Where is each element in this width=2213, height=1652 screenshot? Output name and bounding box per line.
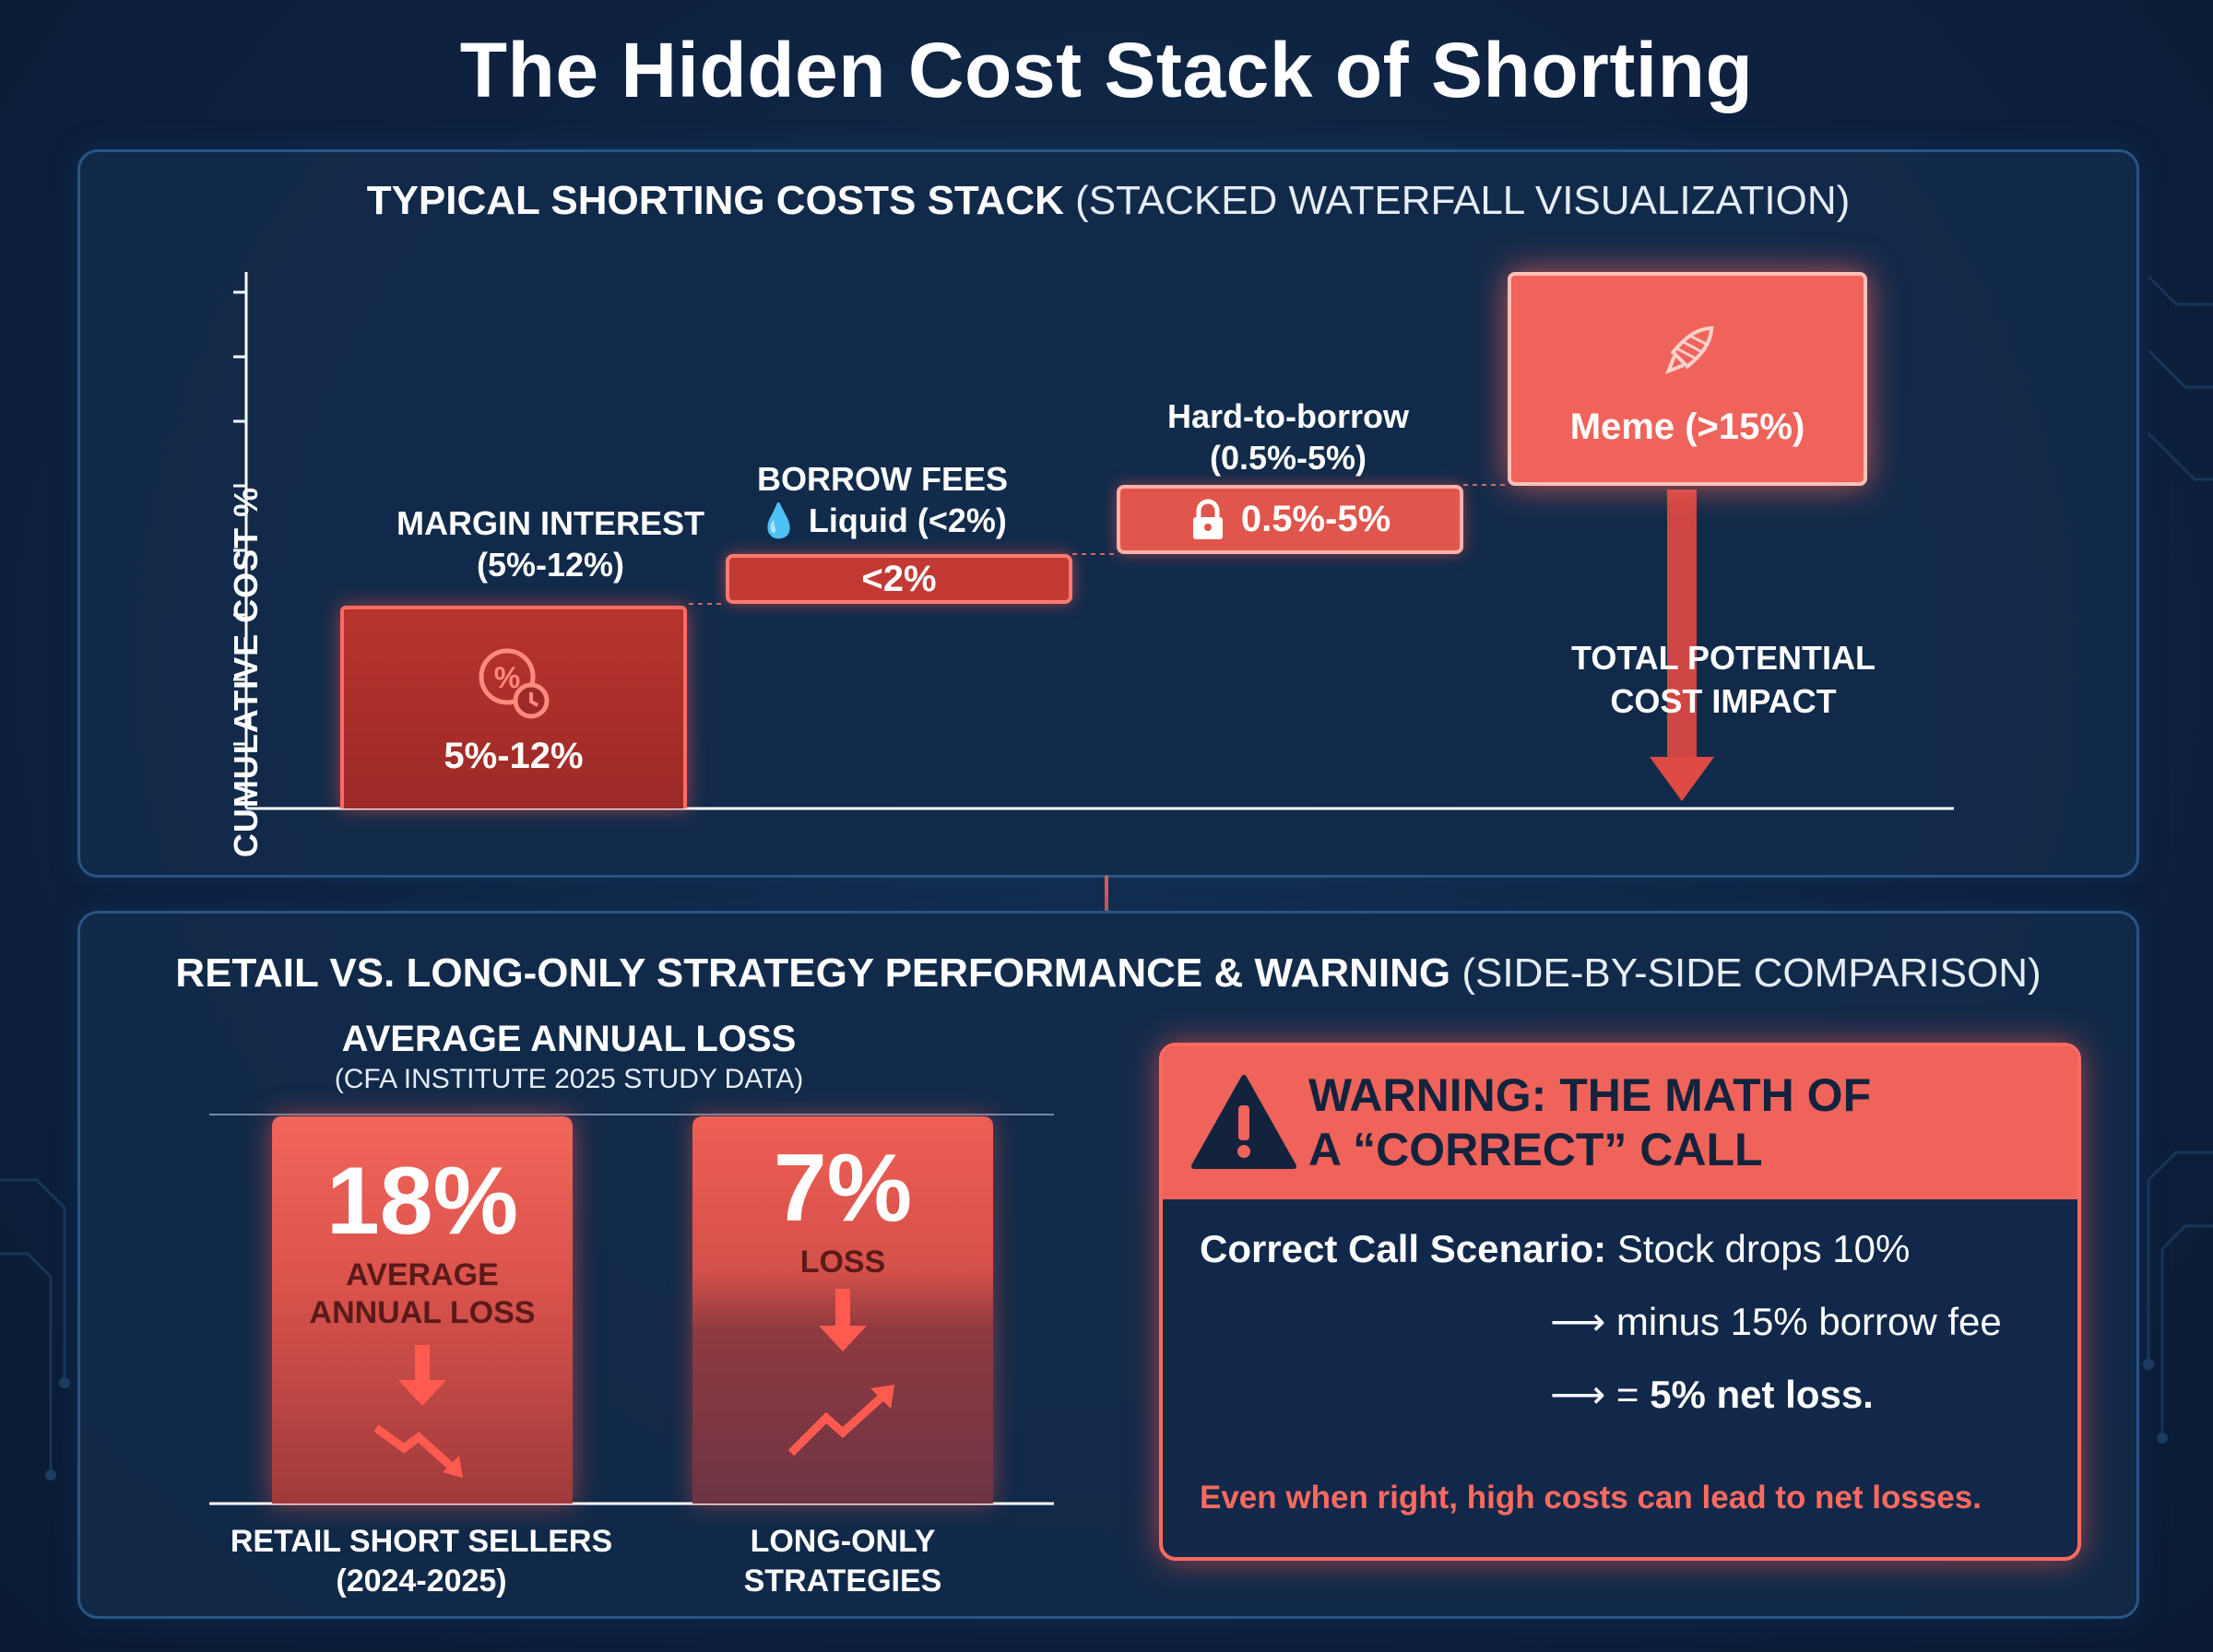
arrow-right-icon: ⟶: [1550, 1373, 1606, 1416]
warning-title-line1: WARNING: THE MATH OF: [1308, 1069, 1872, 1121]
retail-loss-bar: 18% AVERAGE ANNUAL LOSS: [272, 1116, 573, 1504]
lock-icon: [1192, 499, 1223, 539]
uptrend-icon: [787, 1288, 894, 1456]
retail-category-line2: (2024-2025): [336, 1563, 507, 1599]
arrow-right-icon: ⟶: [1550, 1300, 1606, 1343]
comparison-heading: RETAIL VS. LONG-ONLY STRATEGY PERFORMANC…: [80, 950, 2136, 997]
total-arrow-shaft: [1667, 490, 1697, 757]
hard-to-borrow-range: (0.5%-5%): [1209, 439, 1367, 477]
net-loss-line: ⟶ = 5% net loss.: [1200, 1372, 2050, 1417]
scenario-line: Correct Call Scenario: Stock drops 10%: [1200, 1227, 2050, 1271]
long-only-loss-bar: 7% LOSS: [692, 1116, 993, 1504]
net-loss-text: 5% net loss.: [1650, 1373, 1874, 1416]
long-only-category-line1: LONG-ONLY: [750, 1524, 936, 1559]
borrow-fees-label: BORROW FEES 💧 Liquid (<2%): [689, 458, 1076, 541]
retail-loss-caption: AVERAGE ANNUAL LOSS: [310, 1257, 536, 1332]
page-title: The Hidden Cost Stack of Shorting: [459, 27, 1754, 113]
y-axis-ticks: [233, 290, 246, 746]
meme-bar: Meme (>15%): [1508, 272, 1867, 486]
retail-category-line1: RETAIL SHORT SELLERS: [230, 1524, 613, 1559]
borrow-fees-name: BORROW FEES: [756, 460, 1008, 498]
waterfall-heading: TYPICAL SHORTING COSTS STACK (STACKED WA…: [80, 178, 2136, 224]
hard-to-borrow-name: Hard-to-borrow: [1167, 397, 1409, 435]
downtrend-icon: [373, 1344, 463, 1478]
borrow-fees-bar: <2%: [726, 554, 1072, 604]
loss-chart-axes: [209, 1114, 1054, 1505]
comparison-heading-bold: RETAIL VS. LONG-ONLY STRATEGY PERFORMANC…: [175, 950, 1451, 996]
warning-card: WARNING: THE MATH OF A “CORRECT” CALL Co…: [1159, 1043, 2081, 1561]
margin-interest-name: MARGIN INTEREST: [396, 504, 704, 542]
loss-chart-heading: AVERAGE ANNUAL LOSS (CFA INSTITUTE 2025 …: [154, 1019, 984, 1095]
equals-sign: =: [1615, 1373, 1639, 1416]
waterfall-heading-bold: TYPICAL SHORTING COSTS STACK: [366, 178, 1064, 223]
warning-title-line2: A “CORRECT” CALL: [1308, 1124, 1763, 1175]
long-only-category-label: LONG-ONLY STRATEGIES: [654, 1522, 1032, 1600]
retail-caption-line1: AVERAGE: [346, 1257, 499, 1292]
warning-footer: Even when right, high costs can lead to …: [1200, 1480, 1982, 1516]
borrow-fees-value: <2%: [861, 558, 937, 599]
warning-icon: [1191, 1075, 1296, 1169]
warning-header: WARNING: THE MATH OF A “CORRECT” CALL: [1163, 1046, 2077, 1199]
connector-lines: [689, 484, 1508, 605]
retail-category-label: RETAIL SHORT SELLERS (2024-2025): [228, 1522, 615, 1600]
hard-to-borrow-value: 0.5%-5%: [1240, 499, 1391, 539]
margin-interest-bar: % 5%-12%: [340, 606, 687, 808]
long-only-caption: LOSS: [799, 1245, 886, 1280]
percent-clock-icon: %: [479, 648, 550, 718]
y-axis-label: CUMULATIVE COST %: [227, 486, 265, 858]
total-impact-line2: COST IMPACT: [1610, 681, 1837, 720]
waterfall-panel: TYPICAL SHORTING COSTS STACK (STACKED WA…: [77, 149, 2139, 878]
loss-chart-title: AVERAGE ANNUAL LOSS: [341, 1019, 797, 1059]
margin-interest-range: (5%-12%): [476, 546, 625, 584]
borrow-fees-tier: Liquid (<2%): [808, 502, 1007, 539]
loss-chart-subtitle: (CFA INSTITUTE 2025 STUDY DATA): [334, 1064, 804, 1094]
long-only-category-line2: STRATEGIES: [743, 1563, 942, 1599]
borrow-fee-text: minus 15% borrow fee: [1615, 1300, 2002, 1343]
meme-value: Meme (>15%): [1569, 406, 1805, 447]
total-impact-label: TOTAL POTENTIAL COST IMPACT: [1539, 637, 1908, 724]
total-impact-line1: TOTAL POTENTIAL: [1571, 639, 1876, 677]
waterfall-chart: [233, 272, 1954, 810]
long-only-loss-value: 7%: [773, 1135, 913, 1242]
retail-loss-value: 18%: [325, 1148, 519, 1255]
droplet-icon: 💧: [758, 502, 799, 539]
warning-title: WARNING: THE MATH OF A “CORRECT” CALL: [1308, 1068, 1871, 1177]
waterfall-heading-light: (STACKED WATERFALL VISUALIZATION): [1075, 178, 1851, 223]
svg-text:%: %: [494, 661, 520, 694]
total-arrow-head: [1650, 757, 1714, 801]
rocket-icon: [1664, 325, 1714, 374]
comparison-heading-light: (SIDE-BY-SIDE COMPARISON): [1462, 950, 2041, 996]
borrow-fees-tier-row: 💧 Liquid (<2%): [689, 500, 1076, 541]
total-impact-arrow: [1650, 490, 1714, 801]
borrow-fee-line: ⟶ minus 15% borrow fee: [1200, 1299, 2050, 1344]
margin-interest-label: MARGIN INTEREST (5%-12%): [338, 502, 763, 585]
panel-connector: [1105, 876, 1108, 911]
comparison-panel: RETAIL VS. LONG-ONLY STRATEGY PERFORMANC…: [77, 911, 2139, 1619]
retail-caption-line2: ANNUAL LOSS: [309, 1294, 536, 1330]
warning-body: Correct Call Scenario: Stock drops 10% ⟶…: [1200, 1227, 2050, 1445]
margin-interest-value: 5%-12%: [444, 735, 584, 776]
hard-to-borrow-label: Hard-to-borrow (0.5%-5%): [1104, 395, 1473, 478]
scenario-label: Correct Call Scenario:: [1200, 1227, 1607, 1270]
hard-to-borrow-bar: 0.5%-5%: [1117, 485, 1463, 554]
scenario-text: Stock drops 10%: [1616, 1227, 1911, 1270]
